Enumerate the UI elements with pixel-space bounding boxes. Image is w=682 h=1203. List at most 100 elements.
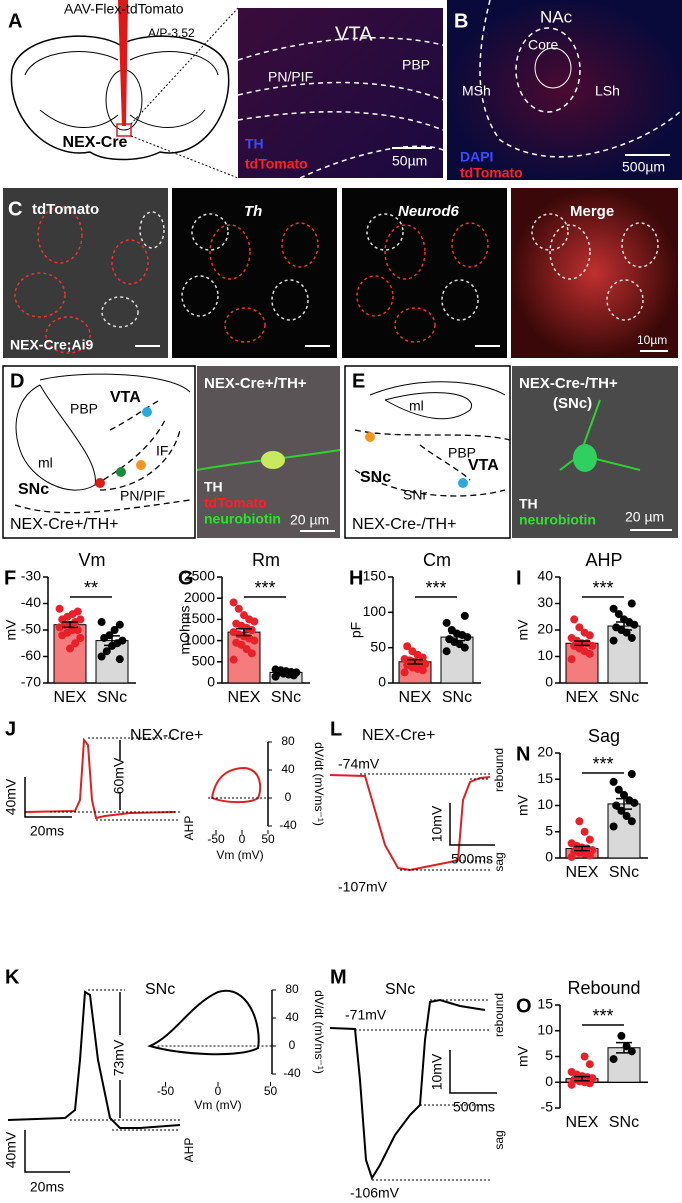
y-axis-label: mV	[515, 794, 531, 816]
y-axis-label: mV	[3, 619, 19, 641]
stain-label: tdTomato	[460, 165, 523, 181]
x-tick-label: NEX	[566, 864, 599, 881]
data-point	[567, 633, 576, 642]
y-axis-label: pF	[348, 622, 364, 638]
y-tick-label: 1500	[184, 610, 215, 626]
x-tick-label: 50	[261, 832, 275, 846]
significance-label: ***	[592, 578, 613, 598]
y-tick-label: 20	[537, 621, 553, 637]
scale-bar	[449, 1050, 497, 1094]
x-tick-label: 0	[239, 832, 246, 846]
panel-letter: O	[516, 995, 532, 1017]
x-tick-label: SNc	[442, 689, 472, 706]
panel-letter: J	[5, 718, 16, 740]
panel-letter: I	[516, 567, 522, 589]
panel-letter: M	[330, 966, 347, 988]
panel-letter: A	[8, 10, 22, 32]
panel-letter: L	[330, 718, 342, 740]
chart-title: Rm	[252, 550, 280, 570]
data-point	[447, 626, 456, 634]
error-bar	[616, 1041, 632, 1054]
data-point	[460, 611, 469, 620]
y-tick-label: 150	[363, 568, 387, 584]
y-tick-label: 20	[537, 744, 553, 760]
x-tick-label: SNc	[609, 1114, 639, 1131]
error-bar	[574, 845, 590, 852]
scale-label: 20ms	[30, 1179, 64, 1195]
data-point	[97, 618, 106, 627]
phase-x-label: Vm (mV)	[216, 848, 263, 862]
panel-letter: N	[516, 743, 530, 765]
panel-e: E ml PBP SNc VTA SNr NEX-Cre-/TH+ NEX-Cr…	[344, 365, 678, 539]
x-tick-label: NEX	[566, 1114, 599, 1131]
y-tick-label: 0	[207, 674, 215, 690]
cell-location	[116, 467, 126, 477]
y-tick-label: 0	[545, 674, 553, 690]
cell-location	[136, 460, 146, 470]
data-point	[55, 623, 64, 632]
x-tick-label: SNc	[609, 864, 639, 881]
data-point	[400, 668, 409, 677]
sag-label: sag	[492, 1130, 506, 1149]
image-title: NEX-Cre+/TH+	[204, 375, 307, 392]
group-label: NEX-Cre-/TH+	[352, 516, 456, 533]
x-tick-label: SNc	[609, 689, 639, 706]
y-tick-label: 0	[545, 1073, 553, 1089]
data-point	[110, 626, 119, 634]
y-tick-label: 15	[537, 770, 553, 786]
data-point	[609, 777, 618, 786]
data-point	[627, 633, 636, 642]
mouse-label: NEX-Cre	[63, 134, 128, 151]
error-bar	[616, 797, 632, 810]
data-point	[55, 604, 64, 613]
micrograph	[447, 0, 682, 180]
data-point	[115, 620, 124, 629]
inset-box	[116, 123, 132, 137]
region-label: Core	[528, 37, 559, 53]
trace-title: NEX-Cre+	[362, 727, 435, 744]
significance-label: ***	[425, 578, 446, 598]
channel-label: tdTomato	[32, 201, 99, 218]
voltage-trace	[329, 774, 491, 872]
y-tick-label: 40	[281, 762, 295, 776]
data-point	[620, 791, 628, 799]
panel-letter: E	[352, 370, 365, 392]
region-label: IF	[156, 443, 168, 459]
chart-title: Vm	[79, 550, 106, 570]
region-label: ml	[38, 455, 53, 471]
data-point	[585, 1060, 594, 1069]
region-label: VTA	[468, 457, 499, 474]
y-tick-label: 80	[285, 982, 299, 996]
cell-location	[365, 432, 375, 442]
scale-label: 40mV	[3, 1131, 19, 1168]
region-label: ml	[409, 398, 424, 414]
region-label: VTA	[110, 389, 141, 406]
phase-y-label: dV/dt (mVms⁻¹)	[312, 742, 326, 826]
phase-plot-loop	[210, 766, 262, 804]
stain-label: DAPI	[460, 149, 493, 165]
data-point	[567, 839, 576, 848]
trace-title: SNc	[145, 981, 175, 998]
scale-bar	[24, 777, 72, 818]
data-point	[614, 610, 623, 619]
stain-label: tdTomato	[245, 156, 308, 172]
stain-label: neurobiotin	[519, 512, 596, 528]
region-label: SNc	[360, 469, 391, 486]
scale-label: 20ms	[30, 823, 64, 839]
stain-label: TH	[519, 496, 538, 512]
x-tick-label: 0	[215, 1084, 222, 1098]
x-tick-label: NEX	[54, 689, 87, 706]
panel-b: B NAc Core MSh LSh DAPI tdTomato 500µm	[447, 0, 682, 181]
data-point	[567, 655, 576, 664]
image-subtitle: (SNc)	[553, 395, 592, 412]
y-tick-label: 0	[545, 849, 553, 865]
inset-line	[130, 135, 239, 179]
error-bar	[104, 635, 120, 647]
panel-letter: G	[178, 567, 194, 589]
data-point	[609, 1055, 618, 1064]
data-point	[612, 801, 621, 810]
x-tick-label: -50	[157, 1084, 175, 1098]
data-point	[609, 822, 618, 831]
data-point	[627, 817, 636, 826]
